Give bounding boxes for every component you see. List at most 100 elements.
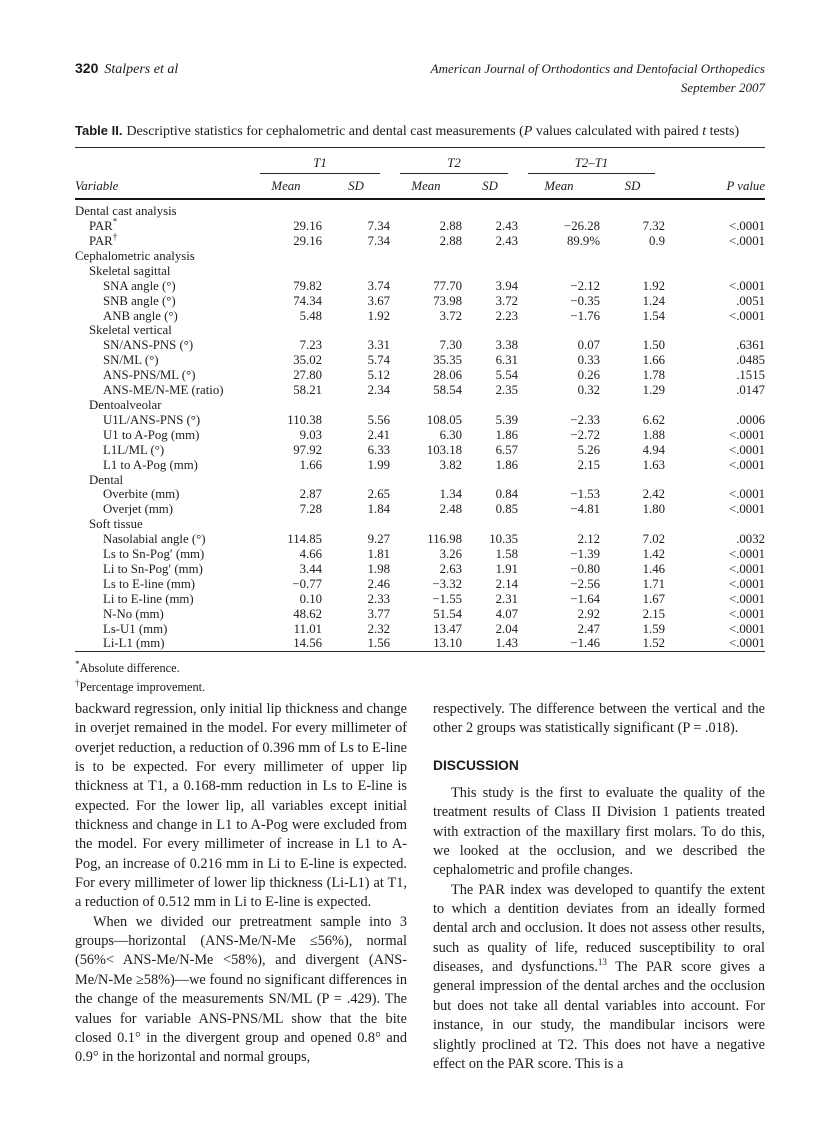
empty-cell [250,398,765,413]
value-cell: 10.35 [489,532,518,547]
page-number: 320 [75,60,99,76]
value-cell: 1.56 [367,636,390,651]
section-label: Skeletal sagittal [89,263,171,278]
p-value-cell: .1515 [736,368,765,383]
value-cell: 2.14 [495,576,518,591]
paragraph: This study is the first to evaluate the … [433,785,765,879]
table-row: Ls-U1 (mm) 11.01 2.32 13.47 2.04 2.47 1.59 <.00… [75,622,765,637]
row-label: ANS-PNS/ML (°) [103,368,196,383]
spanner-t2: T2 [390,150,518,175]
p-value-cell: <.0001 [728,442,765,457]
value-cell: 3.26 [439,547,462,562]
p-value-cell: <.0001 [728,487,765,502]
p-value-cell: <.0001 [728,621,765,636]
p-value-cell: .0485 [736,353,765,368]
paragraph-with-citation: The PAR index was developed to quantify … [433,881,765,1074]
value-cell: −2.33 [570,412,600,427]
row-label: Ls-U1 (mm) [103,621,168,636]
value-cell: 0.85 [495,502,518,517]
row-label: SNB angle (°) [103,293,176,308]
row-label: Overbite (mm) [103,487,180,502]
table-section-row: Soft tissue [75,517,765,532]
table-caption-text: values calculated with paired [532,124,703,139]
value-cell: 2.31 [495,591,518,606]
p-value-cell: .0032 [736,532,765,547]
table-section-row: Skeletal sagittal [75,264,765,279]
value-cell: 1.29 [642,383,665,398]
column-header-sd-diff: SD [624,179,641,194]
section-label: Dental cast analysis [75,204,177,219]
value-cell: 89.9% [566,234,600,248]
p-value-cell: <.0001 [728,219,765,234]
value-cell: 1.46 [642,561,665,576]
value-cell: 2.88 [439,234,462,248]
value-cell: 48.62 [293,606,322,621]
right-column: respectively. The difference between the… [433,700,765,1074]
spanner-t1-label: T1 [260,156,380,175]
value-cell: 1.80 [642,502,665,517]
value-cell: −26.28 [563,219,600,234]
value-cell: 0.07 [577,338,600,353]
row-label: PAR† [89,231,118,248]
column-header-mean-t2: Mean [411,179,441,194]
row-label: ANS-ME/N-ME (ratio) [103,383,224,398]
value-cell: 2.46 [367,576,390,591]
table-section-row: Dental cast analysis [75,199,765,219]
value-cell: 58.54 [433,383,462,398]
value-cell: 110.38 [287,412,322,427]
value-cell: 2.63 [439,561,462,576]
value-cell: −1.76 [570,308,600,323]
value-cell: 5.26 [577,442,600,457]
column-header-sd-t1: SD [348,179,364,194]
p-value-cell: <.0001 [728,502,765,517]
value-cell: 3.31 [367,338,390,353]
table-row: SNA angle (°) 79.82 3.74 77.70 3.94 −2.12 1.92… [75,279,765,294]
value-cell: 2.43 [495,219,518,234]
table-row: Ls to Sn-Pog′ (mm) 4.66 1.81 3.26 1.58 −1.39 1… [75,547,765,562]
left-column: backward regression, only initial lip th… [75,700,407,1074]
running-authors: Stalpers et al [104,62,179,77]
table-row: Li to Sn-Pog′ (mm) 3.44 1.98 2.63 1.91 −0.80 1… [75,562,765,577]
p-value-cell: <.0001 [728,308,765,323]
table-row: U1L/ANS-PNS (°) 110.38 5.56 108.05 5.39 −2.33… [75,413,765,428]
value-cell: 77.70 [433,278,462,293]
value-cell: 2.23 [495,308,518,323]
value-cell: −1.46 [570,636,600,651]
value-cell: 2.42 [642,487,665,502]
value-cell: 5.12 [367,368,390,383]
value-cell: 5.74 [367,353,390,368]
value-cell: 9.03 [299,427,322,442]
row-label: L1 to A-Pog (mm) [103,457,198,472]
section-label: Dentoalveolar [89,397,162,412]
p-value-cell: <.0001 [728,278,765,293]
value-cell: 2.48 [439,502,462,517]
paragraph-text: The PAR index was developed to quantify … [433,881,765,976]
value-cell: 103.18 [426,442,462,457]
table-body: Dental cast analysis PAR* 29.16 7.34 2.88 2.4… [75,199,765,652]
value-cell: 2.04 [495,621,518,636]
value-cell: 7.23 [299,338,322,353]
value-cell: 79.82 [293,278,322,293]
table-row: U1 to A-Pog (mm) 9.03 2.41 6.30 1.86 −2.72 1.8… [75,428,765,443]
value-cell: 51.54 [433,606,462,621]
value-cell: 6.33 [367,442,390,457]
value-cell: 2.12 [577,532,600,547]
footnote-marker: † [112,231,118,242]
value-cell: 2.65 [367,487,390,502]
value-cell: 1.92 [367,308,390,323]
section-label: Cephalometric analysis [75,248,195,263]
spanner-t2-t1: T2–T1 [518,150,665,175]
article-body: backward regression, only initial lip th… [75,700,765,1074]
value-cell: 2.87 [299,487,322,502]
value-cell: 2.43 [495,234,518,248]
value-cell: 58.21 [293,383,322,398]
row-label: N-No (mm) [103,606,164,621]
row-label: SN/ML (°) [103,353,159,368]
spanner-row: T1 T2 T2–T1 [75,150,765,175]
table-row: Overjet (mm) 7.28 1.84 2.48 0.85 −4.81 1.80 <.0… [75,502,765,517]
column-header-sd-t2: SD [482,179,498,194]
value-cell: 2.15 [577,457,600,472]
row-label: SN/ANS-PNS (°) [103,338,194,353]
section-label: Skeletal vertical [89,323,172,338]
value-cell: 1.92 [642,278,665,293]
